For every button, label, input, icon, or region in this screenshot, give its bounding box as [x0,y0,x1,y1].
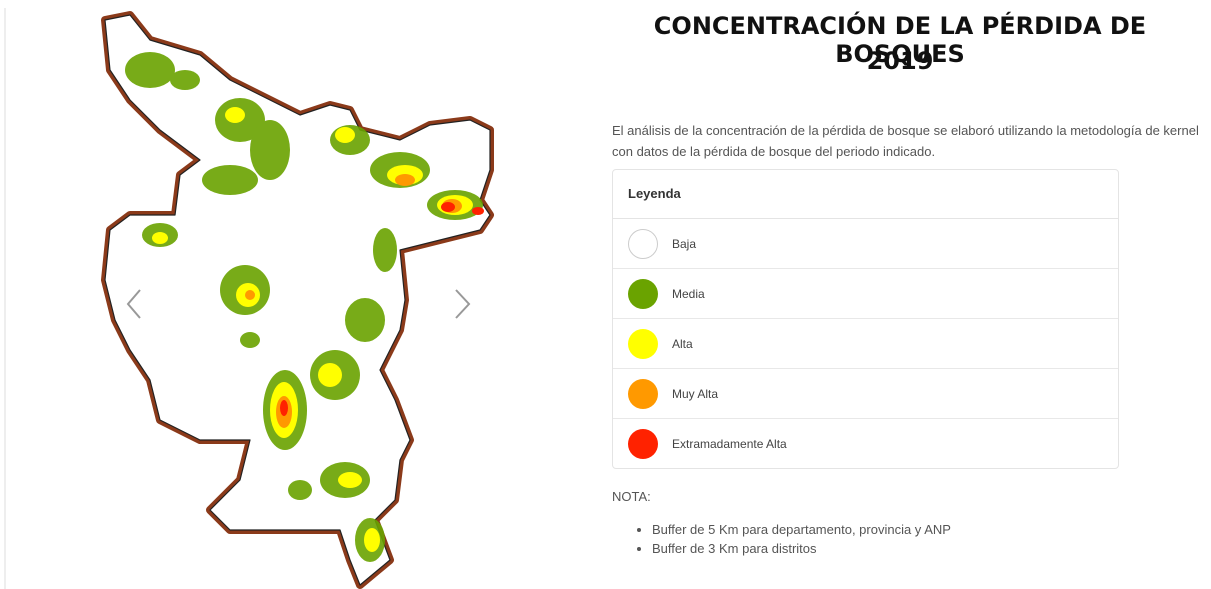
title: CONCENTRACIÓN DE LA PÉRDIDA DE BOSQUES [653,12,1147,68]
density-blobs [125,52,484,562]
legend: Leyenda Baja Media Alta Muy Alta Extramadame… [612,169,1119,469]
note-item: Buffer de 3 Km para distritos [652,539,951,558]
legend-label: Extramadamente Alta [672,436,787,451]
description: El análisis de la concentración de la pé… [612,123,1199,159]
legend-swatch [628,378,658,409]
legend-row: Muy Alta [613,369,1118,419]
legend-row: Extramadamente Alta [613,419,1118,468]
legend-row: Alta [613,319,1118,369]
legend-swatch [628,228,658,259]
legend-swatch [628,328,658,359]
nota-label: NOTA: [612,489,651,504]
legend-label: Baja [672,236,697,251]
prev-arrow[interactable] [126,289,141,319]
legend-row: Media [613,269,1118,319]
legend-swatch [628,278,658,309]
next-arrow[interactable] [455,289,471,319]
title-year: 2019 [866,47,934,75]
map-view [4,8,494,589]
legend-swatch [628,428,658,459]
note-item: Buffer de 5 Km para departamento, provin… [652,520,951,539]
legend-row: Baja [613,219,1118,269]
legend-label: Alta [672,336,693,351]
notes-list: Buffer de 5 Km para departamento, provin… [612,520,951,558]
legend-title: Leyenda [613,170,1118,219]
legend-label: Muy Alta [672,386,719,401]
legend-label: Media [672,286,705,301]
